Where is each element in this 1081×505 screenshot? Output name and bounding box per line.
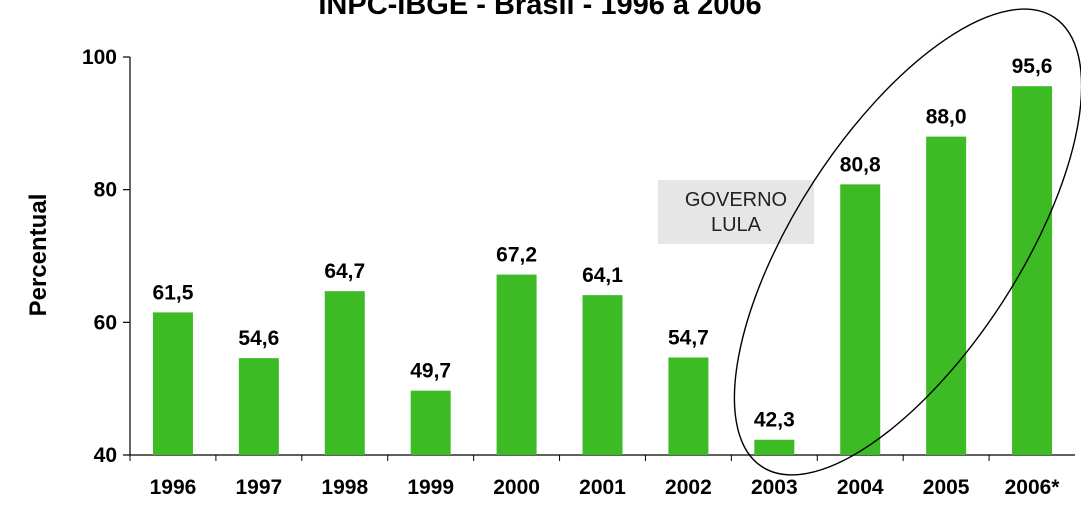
x-tick-label: 1997 xyxy=(236,476,283,499)
y-tick-label: 40 xyxy=(94,444,117,467)
data-label: 64,1 xyxy=(582,264,623,287)
annotation-box xyxy=(658,180,814,244)
y-tick-label: 100 xyxy=(82,46,117,69)
bars xyxy=(152,86,1053,456)
x-tick-label: 2001 xyxy=(579,476,626,499)
y-tick-label: 60 xyxy=(94,311,117,334)
data-label: 64,7 xyxy=(324,260,365,283)
bar xyxy=(238,358,279,455)
bar xyxy=(840,184,881,456)
data-label: 49,7 xyxy=(410,360,451,383)
data-label: 95,6 xyxy=(1012,55,1053,78)
bar xyxy=(668,357,709,455)
x-tick-label: 2000 xyxy=(493,476,540,499)
x-tick-label: 2003 xyxy=(751,476,798,499)
x-tick-labels: 1996 1997 1998 1999 2000 2001 2002 2003 2004 2005… xyxy=(129,455,1061,499)
x-tick-label: 2005 xyxy=(923,476,970,499)
bar xyxy=(152,312,193,455)
data-labels: 61,5 54,6 64,7 49,7 67,2 64,1 54,7 42,3 80,8 88,0… xyxy=(153,55,1053,432)
data-label: 54,7 xyxy=(668,326,709,349)
data-label: 67,2 xyxy=(496,244,537,267)
y-tick-label: 80 xyxy=(94,179,117,202)
axes: 40 60 80 100 xyxy=(82,46,1075,467)
data-label: 42,3 xyxy=(754,409,795,432)
bar xyxy=(582,295,623,455)
x-tick-label: 1999 xyxy=(407,476,454,499)
x-tick-label: 1998 xyxy=(321,476,368,499)
data-label: 54,6 xyxy=(238,327,279,350)
data-label: 88,0 xyxy=(926,106,967,129)
bar xyxy=(324,291,365,455)
annotation-line-1: GOVERNO xyxy=(685,189,787,211)
bar xyxy=(496,274,537,455)
governo-lula-annotation: GOVERNO LULA xyxy=(658,8,1081,476)
y-axis-label: Percentual xyxy=(25,194,52,317)
bar xyxy=(754,439,795,455)
data-label: 61,5 xyxy=(153,281,194,304)
x-tick-label: 2004 xyxy=(837,476,884,499)
x-tick-label: 2006* xyxy=(1005,476,1061,499)
bar xyxy=(1012,86,1053,455)
bar xyxy=(926,136,967,455)
chart-title: INPC-IBGE - Brasil - 1996 a 2006 xyxy=(318,0,761,21)
data-label: 80,8 xyxy=(840,153,881,176)
highlight-ellipse xyxy=(733,8,1081,476)
x-tick-label: 1996 xyxy=(150,476,197,499)
bar xyxy=(410,390,451,455)
x-tick-label: 2002 xyxy=(665,476,712,499)
annotation-line-2: LULA xyxy=(711,214,762,236)
